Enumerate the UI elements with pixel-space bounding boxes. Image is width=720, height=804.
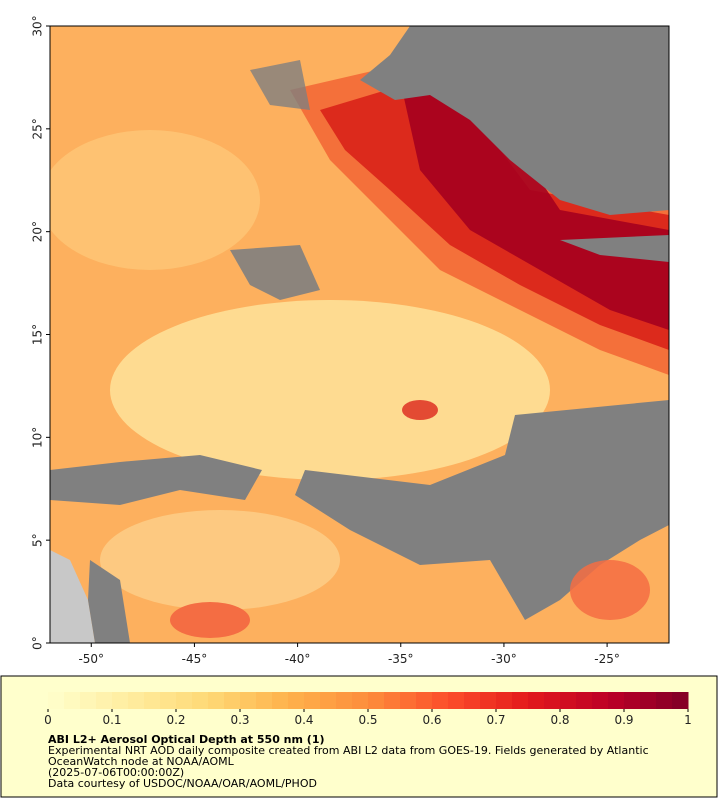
y-tick-label: 10° <box>31 427 45 448</box>
colorbar-step <box>384 692 401 709</box>
colorbar-step <box>624 692 641 709</box>
no-data-region <box>360 26 669 215</box>
colorbar-step <box>128 692 145 709</box>
colorbar-step <box>320 692 337 709</box>
colorbar-step <box>160 692 177 709</box>
no-data-region <box>295 400 669 620</box>
low-aod-area <box>100 510 340 610</box>
y-tick-label: 0° <box>31 636 45 650</box>
colorbar-step <box>192 692 209 709</box>
caption-title: ABI L2+ Aerosol Optical Depth at 550 nm … <box>48 733 325 746</box>
axes: -50° -45° -40° -35° -30° -25° 0° 5° 10° 15° 20° 25°… <box>31 15 620 666</box>
aod-map <box>50 26 669 643</box>
colorbar-step <box>448 692 465 709</box>
colorbar-step <box>368 692 385 709</box>
land <box>50 550 95 643</box>
colorbar-tick-label: 0 <box>44 713 52 727</box>
no-data-region <box>560 235 669 262</box>
no-data-region <box>250 60 310 110</box>
colorbar-step <box>240 692 257 709</box>
colorbar-step <box>480 692 497 709</box>
high-aod-patch <box>570 560 650 620</box>
x-tick-label: -35° <box>388 652 414 666</box>
x-tick-label: -40° <box>285 652 311 666</box>
colorbar-step <box>400 692 417 709</box>
caption-line: Data courtesy of USDOC/NOAA/OAR/AOML/PHO… <box>48 777 317 790</box>
no-data-region <box>88 560 130 643</box>
colorbar-step <box>224 692 241 709</box>
caption-line: (2025-07-06T00:00:00Z) <box>48 766 184 779</box>
colorbar-step <box>592 692 609 709</box>
y-tick-label: 15° <box>31 324 45 345</box>
colorbar-step <box>208 692 225 709</box>
colorbar-tick-label: 0.8 <box>550 713 569 727</box>
x-tick-label: -30° <box>491 652 517 666</box>
colorbar-step <box>432 692 449 709</box>
colorbar-step <box>544 692 561 709</box>
x-tick-label: -25° <box>594 652 620 666</box>
no-data-region <box>50 455 262 505</box>
caption-line: Experimental NRT AOD daily composite cre… <box>48 744 649 757</box>
caption-line: OceanWatch node at NOAA/AOML <box>48 755 235 768</box>
colorbar-step <box>416 692 433 709</box>
high-aod-patch <box>402 400 438 420</box>
x-tick-label: -50° <box>78 652 104 666</box>
colorbar-step <box>560 692 577 709</box>
colorbar-tick-label: 0.6 <box>422 713 441 727</box>
y-tick-label: 20° <box>31 221 45 242</box>
colorbar-tick-label: 0.3 <box>230 713 249 727</box>
colorbar-step <box>112 692 129 709</box>
colorbar-tick-label: 0.2 <box>166 713 185 727</box>
y-tick-label: 5° <box>31 533 45 547</box>
colorbar-tick-label: 0.1 <box>102 713 121 727</box>
high-aod-patch <box>170 602 250 638</box>
colorbar-step <box>176 692 193 709</box>
low-aod-area <box>50 130 260 270</box>
colorbar-step <box>640 692 657 709</box>
colorbar-step <box>256 692 273 709</box>
colorbar-step <box>48 692 65 709</box>
colorbar-tick-label: 0.7 <box>486 713 505 727</box>
colorbar-step <box>608 692 625 709</box>
colorbar-step <box>80 692 97 709</box>
colorbar-tick-label: 0.4 <box>294 713 313 727</box>
y-tick-label: 30° <box>31 15 45 36</box>
very-high-aod-band <box>400 75 669 330</box>
colorbar-step <box>496 692 513 709</box>
x-tick-label: -45° <box>182 652 208 666</box>
colorbar-step <box>272 692 289 709</box>
colorbar-tick-label: 0.9 <box>614 713 633 727</box>
low-aod-area <box>110 300 550 480</box>
colorbar-step <box>144 692 161 709</box>
colorbar-step <box>672 692 689 709</box>
colorbar-step <box>512 692 529 709</box>
colorbar-step <box>528 692 545 709</box>
colorbar-step <box>336 692 353 709</box>
colorbar-step <box>656 692 673 709</box>
colorbar-tick-label: 1 <box>684 713 692 727</box>
colorbar-step <box>576 692 593 709</box>
colorbar-step <box>352 692 369 709</box>
colorbar-step <box>464 692 481 709</box>
colorbar-step <box>304 692 321 709</box>
colorbar-step <box>64 692 81 709</box>
colorbar-step <box>96 692 113 709</box>
no-data-region <box>230 245 320 300</box>
colorbar: 0 0.1 0.2 0.3 0.4 0.5 0.6 0.7 0.8 0.9 1 <box>44 692 692 727</box>
y-tick-label: 25° <box>31 118 45 139</box>
colorbar-tick-label: 0.5 <box>358 713 377 727</box>
colorbar-step <box>288 692 305 709</box>
